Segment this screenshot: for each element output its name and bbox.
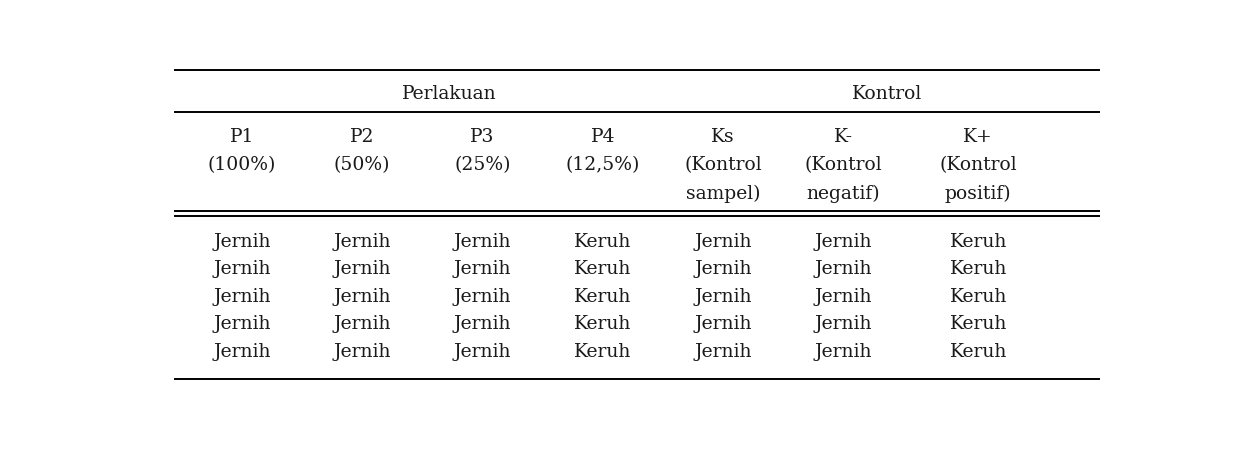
Text: (100%): (100%)	[207, 157, 276, 174]
Text: Keruh: Keruh	[950, 260, 1007, 278]
Text: Jernih: Jernih	[333, 233, 391, 251]
Text: Jernih: Jernih	[333, 260, 391, 278]
Text: Keruh: Keruh	[574, 315, 631, 333]
Text: Jernih: Jernih	[214, 315, 271, 333]
Text: Jernih: Jernih	[214, 233, 271, 251]
Text: Jernih: Jernih	[694, 233, 751, 251]
Text: (25%): (25%)	[455, 157, 510, 174]
Text: Ks: Ks	[712, 128, 735, 146]
Text: Keruh: Keruh	[950, 288, 1007, 306]
Text: Perlakuan: Perlakuan	[401, 85, 496, 103]
Text: (Kontrol: (Kontrol	[939, 157, 1017, 174]
Text: Keruh: Keruh	[950, 315, 1007, 333]
Text: Jernih: Jernih	[453, 343, 512, 361]
Text: P3: P3	[471, 128, 494, 146]
Text: Jernih: Jernih	[815, 233, 872, 251]
Text: negatif): negatif)	[806, 185, 881, 203]
Text: Keruh: Keruh	[950, 233, 1007, 251]
Text: Kontrol: Kontrol	[852, 85, 922, 103]
Text: positif): positif)	[945, 185, 1011, 203]
Text: Jernih: Jernih	[453, 315, 512, 333]
Text: Keruh: Keruh	[574, 233, 631, 251]
Text: Jernih: Jernih	[453, 260, 512, 278]
Text: Jernih: Jernih	[815, 260, 872, 278]
Text: P2: P2	[350, 128, 374, 146]
Text: Jernih: Jernih	[333, 315, 391, 333]
Text: sampel): sampel)	[686, 185, 760, 203]
Text: P4: P4	[591, 128, 615, 146]
Text: Jernih: Jernih	[214, 288, 271, 306]
Text: (12,5%): (12,5%)	[565, 157, 640, 174]
Text: Keruh: Keruh	[574, 288, 631, 306]
Text: Jernih: Jernih	[333, 288, 391, 306]
Text: Jernih: Jernih	[815, 343, 872, 361]
Text: Jernih: Jernih	[333, 343, 391, 361]
Text: (Kontrol: (Kontrol	[805, 157, 882, 174]
Text: Keruh: Keruh	[950, 343, 1007, 361]
Text: Jernih: Jernih	[815, 288, 872, 306]
Text: Jernih: Jernih	[694, 288, 751, 306]
Text: P1: P1	[230, 128, 255, 146]
Text: Keruh: Keruh	[574, 260, 631, 278]
Text: (Kontrol: (Kontrol	[684, 157, 761, 174]
Text: Jernih: Jernih	[214, 260, 271, 278]
Text: Jernih: Jernih	[694, 260, 751, 278]
Text: Jernih: Jernih	[815, 315, 872, 333]
Text: K-: K-	[833, 128, 853, 146]
Text: Jernih: Jernih	[214, 343, 271, 361]
Text: (50%): (50%)	[334, 157, 390, 174]
Text: Jernih: Jernih	[694, 315, 751, 333]
Text: K+: K+	[964, 128, 994, 146]
Text: Jernih: Jernih	[453, 233, 512, 251]
Text: Jernih: Jernih	[694, 343, 751, 361]
Text: Jernih: Jernih	[453, 288, 512, 306]
Text: Keruh: Keruh	[574, 343, 631, 361]
